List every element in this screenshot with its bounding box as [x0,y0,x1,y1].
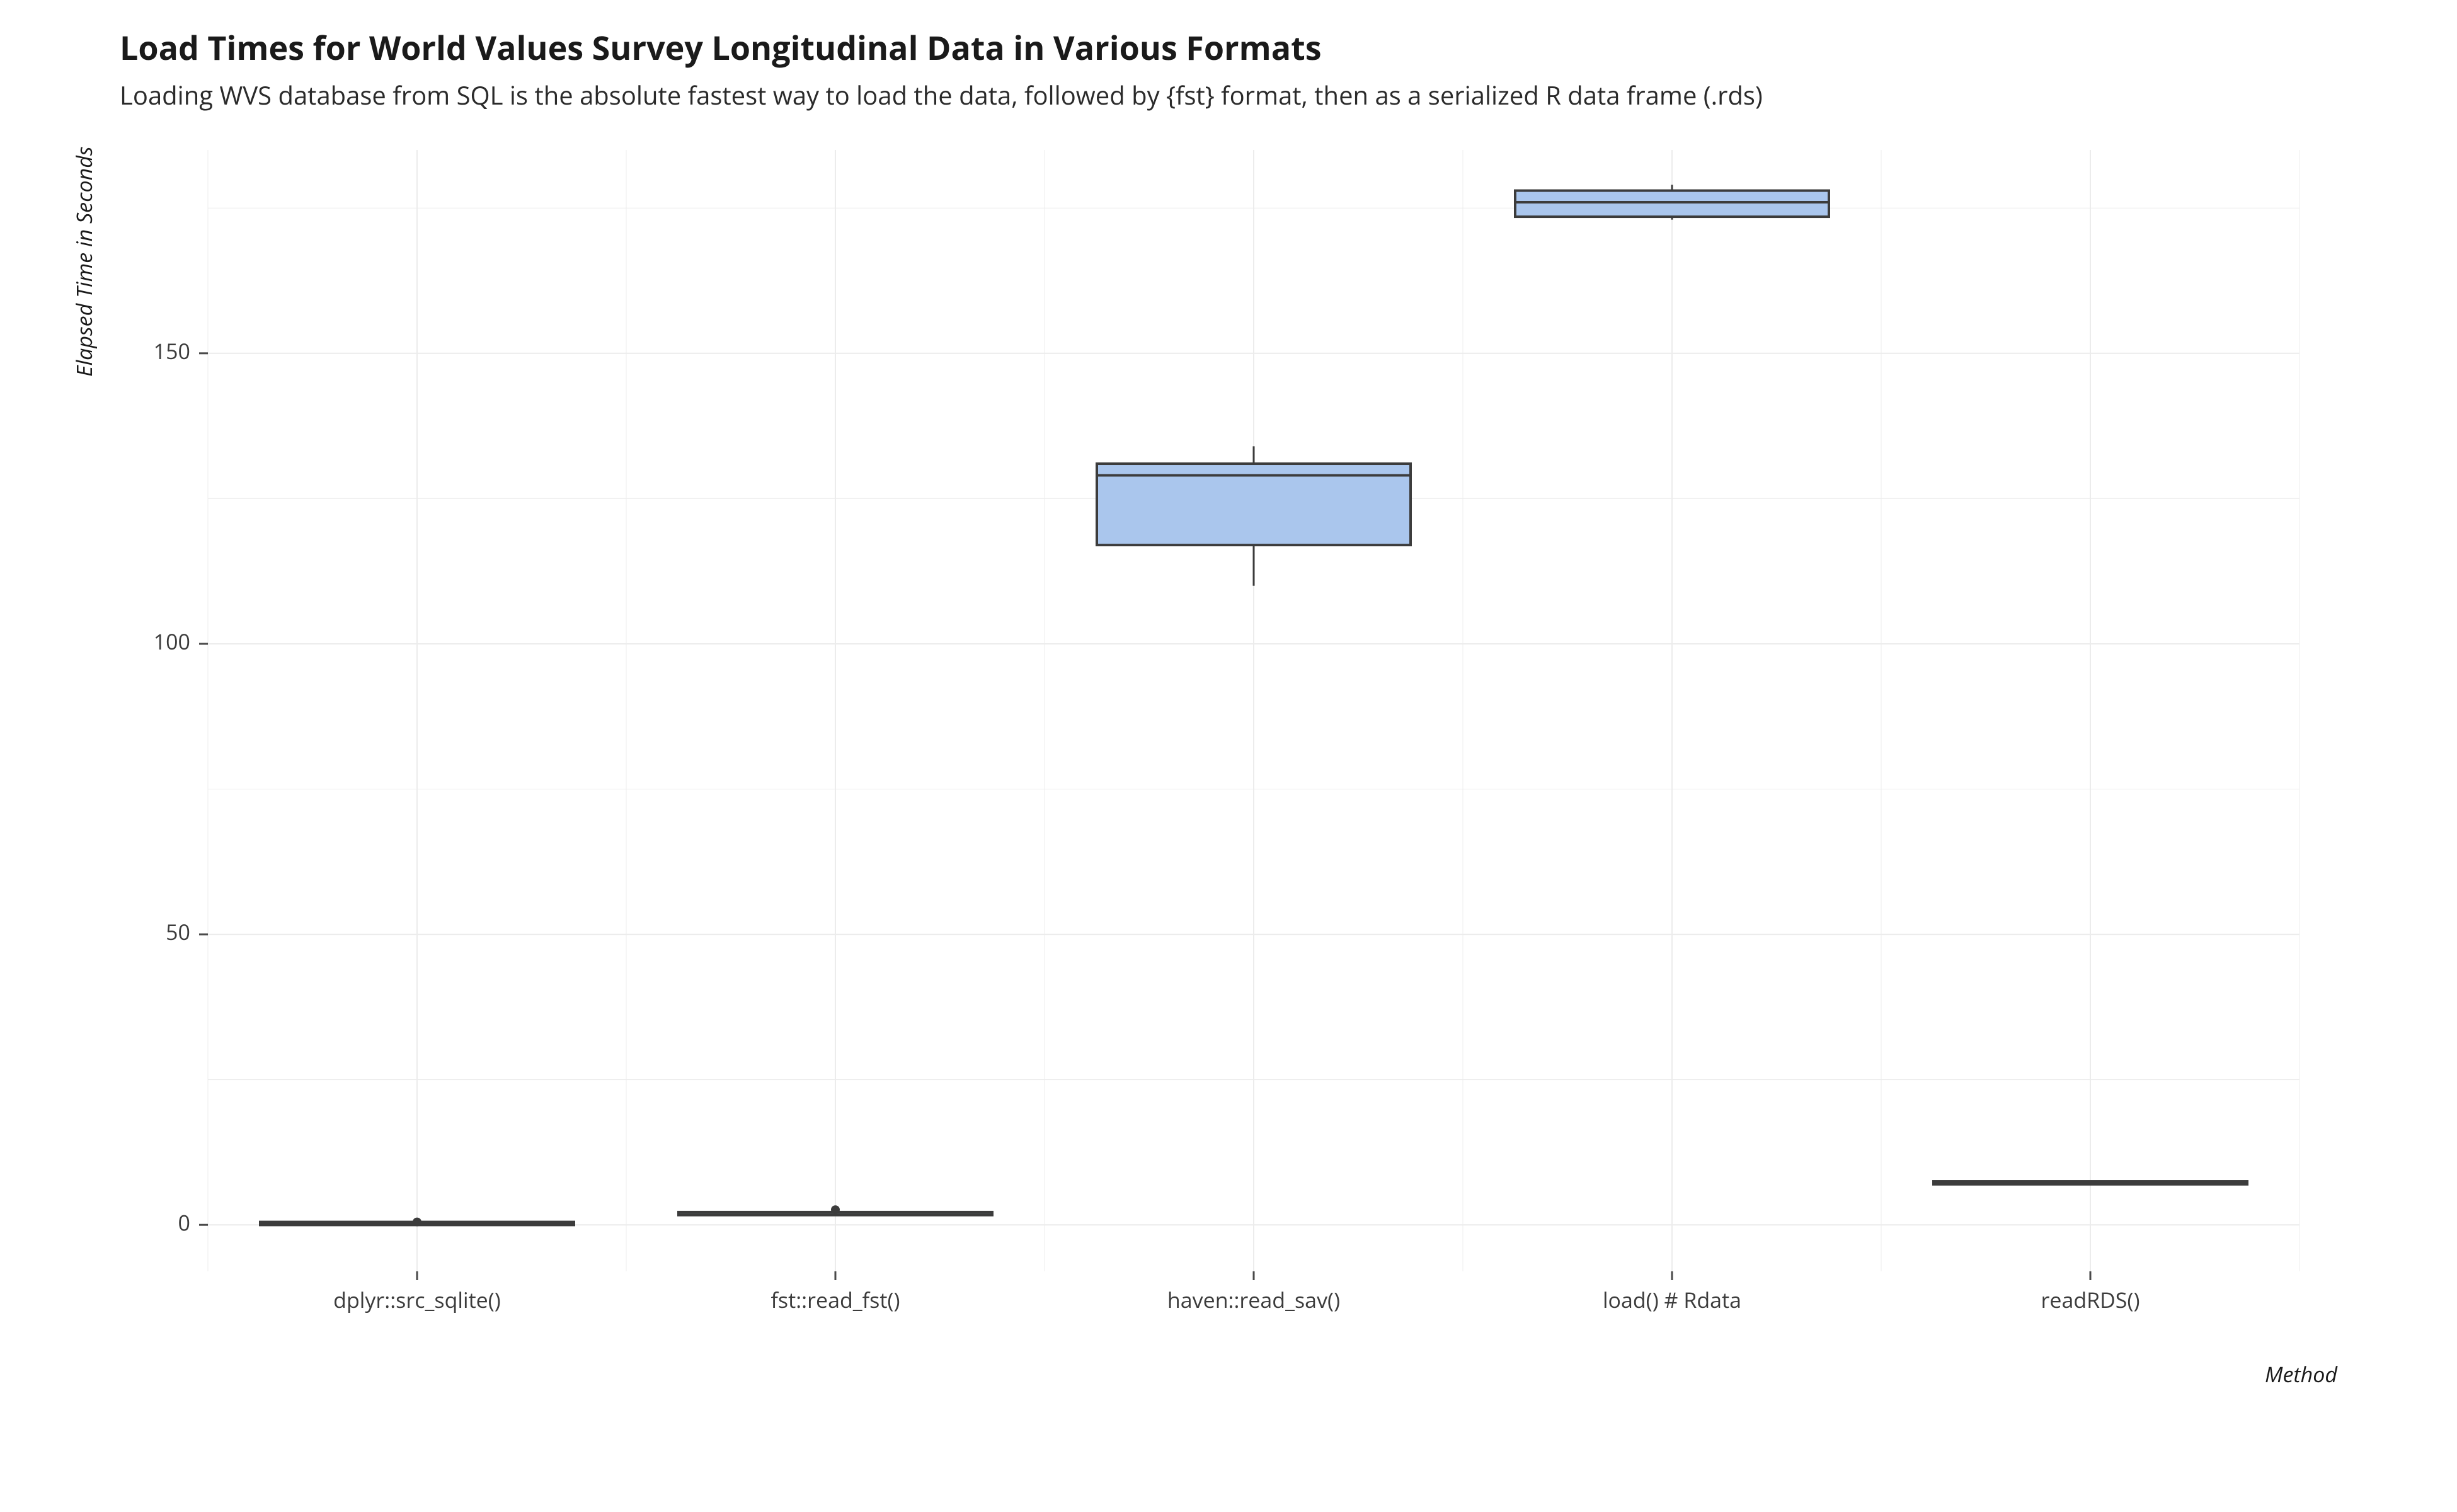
chart-subtitle: Loading WVS database from SQL is the abs… [120,77,2337,112]
y-tick-label: 150 [154,336,190,365]
box [1515,191,1829,217]
chart-area: Elapsed Time in Seconds 050100150dplyr::… [120,137,2337,1347]
x-tick-label: haven::read_sav() [1167,1285,1340,1314]
y-tick-label: 0 [178,1208,190,1237]
x-tick-label: readRDS() [2041,1285,2139,1314]
boxplot-svg: 0 50 100 150dplyr::src_sqlite() fst::read_fs… [120,137,2325,1347]
y-tick-label: 100 [154,627,190,656]
x-tick-label: fst::read_fst() [770,1285,900,1314]
chart-container: Load Times for World Values Survey Longi… [0,0,2457,1512]
outlier-point [413,1218,421,1227]
x-tick-label: load() # Rdata [1603,1285,1741,1314]
outlier-point [831,1205,840,1214]
x-axis-label: Method [2265,1360,2337,1389]
x-tick-label: dplyr::src_sqlite() [333,1285,501,1314]
y-axis-label: Elapsed Time in Seconds [69,146,98,377]
y-tick-label: 50 [166,917,190,946]
chart-title: Load Times for World Values Survey Longi… [120,25,2337,70]
